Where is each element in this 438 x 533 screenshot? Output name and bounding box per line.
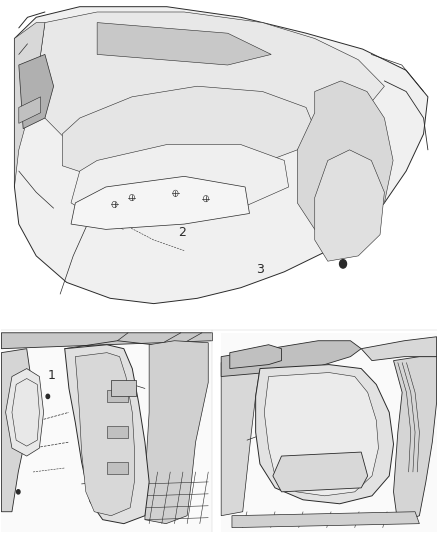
Circle shape (17, 490, 20, 494)
Polygon shape (65, 345, 149, 523)
Text: 3: 3 (256, 263, 264, 276)
Polygon shape (71, 176, 250, 229)
Polygon shape (19, 54, 53, 128)
Polygon shape (264, 373, 378, 496)
Polygon shape (1, 333, 212, 349)
Polygon shape (315, 150, 385, 261)
Polygon shape (36, 12, 385, 166)
Polygon shape (221, 357, 260, 516)
Polygon shape (297, 81, 393, 240)
Polygon shape (62, 86, 315, 182)
Bar (107, 391, 128, 402)
Text: 1: 1 (47, 369, 55, 382)
Polygon shape (256, 365, 393, 504)
Bar (107, 426, 128, 438)
Polygon shape (393, 357, 437, 523)
Bar (107, 462, 128, 474)
Polygon shape (19, 97, 41, 123)
Polygon shape (221, 333, 437, 531)
Polygon shape (221, 341, 361, 376)
Polygon shape (145, 341, 208, 523)
Polygon shape (75, 353, 134, 516)
Circle shape (339, 260, 346, 268)
Text: 2: 2 (178, 225, 186, 239)
Polygon shape (273, 452, 367, 492)
Polygon shape (1, 333, 212, 531)
Circle shape (46, 394, 49, 399)
Polygon shape (232, 512, 419, 528)
Polygon shape (361, 337, 437, 361)
Polygon shape (14, 7, 428, 304)
Polygon shape (230, 345, 282, 368)
Polygon shape (6, 368, 44, 456)
Polygon shape (71, 144, 289, 219)
Polygon shape (97, 22, 271, 65)
Polygon shape (14, 22, 45, 187)
Polygon shape (1, 349, 33, 512)
Bar (111, 381, 137, 397)
